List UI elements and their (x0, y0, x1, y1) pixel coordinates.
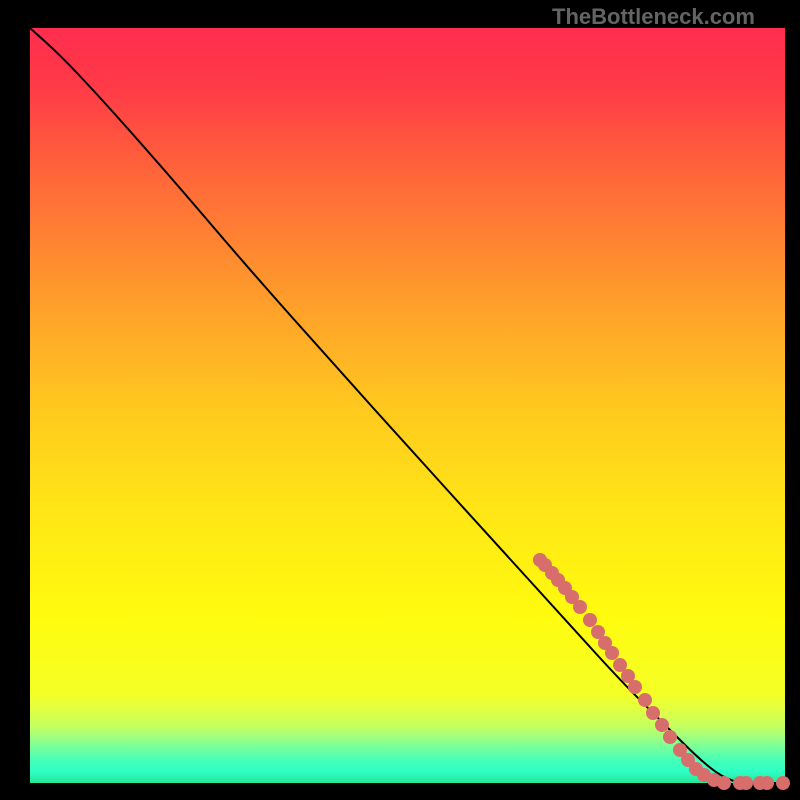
data-marker (583, 613, 597, 627)
data-marker (628, 680, 642, 694)
plot-background (30, 28, 785, 783)
data-marker (638, 693, 652, 707)
data-marker (655, 718, 669, 732)
data-marker (646, 706, 660, 720)
watermark-text: TheBottleneck.com (552, 4, 755, 30)
data-marker (573, 600, 587, 614)
data-marker (663, 730, 677, 744)
data-marker (776, 776, 790, 790)
data-marker (605, 646, 619, 660)
data-marker (717, 776, 731, 790)
data-marker (760, 776, 774, 790)
data-marker (739, 776, 753, 790)
